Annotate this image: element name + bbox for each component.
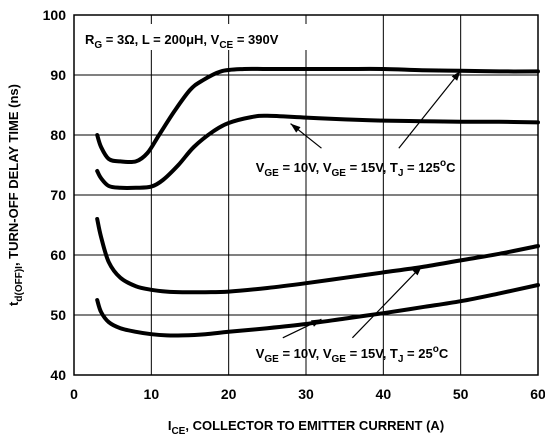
series-line-3 xyxy=(95,217,540,295)
y-tick-label: 50 xyxy=(50,307,66,323)
annotations: VGE​ = 10V, VGE​ = 15V, TJ​ = 125o​C VGE​… xyxy=(256,158,456,365)
arrow-head xyxy=(310,319,322,327)
x-tick-label: 20 xyxy=(221,386,237,402)
arrow-line xyxy=(351,265,423,339)
y-axis-label: td(OFF)I​, TURN-OFF DELAY TIME (ns) xyxy=(6,84,25,306)
arrow-head xyxy=(290,123,301,133)
conditions-box xyxy=(83,24,365,50)
y-tick-label: 80 xyxy=(50,127,66,143)
arrow-line xyxy=(398,70,462,149)
x-tick-label: 50 xyxy=(453,386,469,402)
annotation-arrows xyxy=(282,70,462,339)
y-tick-label: 60 xyxy=(50,247,66,263)
annotation-125c: VGE​ = 10V, VGE​ = 15V, TJ​ = 125o​C xyxy=(256,158,456,179)
series-line-1 xyxy=(95,66,540,165)
arrow-head xyxy=(451,70,461,81)
x-tick-label: 40 xyxy=(376,386,392,402)
series-line-4 xyxy=(95,283,540,338)
y-tick-label: 40 xyxy=(50,367,66,383)
curves xyxy=(95,66,540,338)
tick-labels: 0 10 20 30 40 50 60 40 50 60 70 80 90 100 xyxy=(43,7,545,402)
x-tick-label: 0 xyxy=(70,386,78,402)
y-tick-label: 90 xyxy=(50,67,66,83)
x-tick-label: 30 xyxy=(298,386,314,402)
plot-frame xyxy=(73,14,539,376)
conditions-label: RG​ = 3Ω, L = 200μH, VCE​ = 390V xyxy=(85,32,279,51)
x-tick-label: 60 xyxy=(530,386,545,402)
arrow-head xyxy=(412,265,422,276)
y-tick-label: 100 xyxy=(43,7,67,23)
x-tick-label: 10 xyxy=(144,386,160,402)
y-tick-label: 70 xyxy=(50,187,66,203)
annotation-25c: VGE​ = 10V, VGE​ = 15V, TJ​ = 25o​C xyxy=(256,344,449,365)
series-line-2 xyxy=(95,113,540,190)
x-axis-label: ICE​, COLLECTOR TO EMITTER CURRENT (A) xyxy=(168,418,444,437)
